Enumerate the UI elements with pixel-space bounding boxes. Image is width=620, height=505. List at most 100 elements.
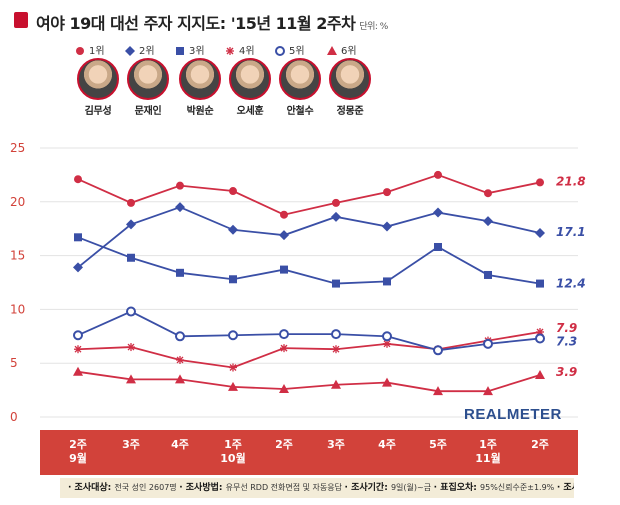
- candidate-card: 박원순: [176, 58, 224, 117]
- y-tick-label: 15: [10, 249, 25, 263]
- avatar: [229, 58, 271, 100]
- x-tick-label-line: 1주: [224, 438, 242, 451]
- x-tick-label: 3주: [111, 438, 151, 452]
- x-tick-label-line: 5주: [429, 438, 447, 451]
- marker-diamond: [331, 211, 341, 222]
- marker-diamond: [228, 224, 238, 235]
- legend-item: 3위: [174, 42, 205, 57]
- marker-circle: [332, 198, 340, 207]
- end-value-label: 21.8: [556, 174, 586, 188]
- marker-open-circle: [382, 331, 392, 342]
- footer-item: · 조사기관: 리얼미터: [557, 483, 574, 493]
- footer-item-label: · 조사방법:: [179, 483, 226, 493]
- candidate-name: 김무성: [84, 106, 112, 117]
- x-tick-label-line: 9월: [69, 452, 87, 465]
- marker-open-circle: [275, 46, 285, 56]
- legend-marker-square: [176, 47, 184, 55]
- x-tick-label-line: 2주: [69, 438, 87, 451]
- x-tick-label-line: 4주: [378, 438, 396, 451]
- marker-asterisk: [226, 47, 234, 55]
- x-tick-label-line: 3주: [122, 438, 140, 451]
- legend-marker-open-circle: [275, 46, 285, 56]
- marker-open-circle: [73, 330, 83, 341]
- series-line: [77, 173, 541, 216]
- marker-triangle: [279, 384, 289, 394]
- legend-label: 3위: [189, 46, 205, 57]
- series-line: [77, 310, 541, 352]
- marker-triangle: [382, 377, 392, 387]
- x-tick-label-line: 10월: [220, 452, 246, 465]
- end-value-label: 7.3: [556, 334, 577, 348]
- marker-asterisk-stroke: [383, 340, 391, 348]
- x-tick-label: 4주: [160, 438, 200, 452]
- marker-square: [176, 268, 184, 277]
- legend-item: 4위: [224, 42, 255, 57]
- marker-open-circle: [483, 338, 493, 349]
- marker-asterisk: [127, 343, 135, 352]
- series-안철수: 7.3: [73, 306, 577, 356]
- legend-marker-circle: [76, 47, 84, 55]
- title-accent: [14, 12, 28, 28]
- footer-item-value: 95%신뢰수준±1.9%: [480, 483, 555, 492]
- candidate-name: 안철수: [286, 106, 314, 117]
- marker-circle: [484, 189, 492, 198]
- candidate-card: 오세훈: [226, 58, 274, 117]
- survey-footer: · 조사대상: 전국 성인 2607명 · 조사방법: 유무선 RDD 전화면접…: [60, 478, 574, 498]
- legend-item: 1위: [74, 42, 105, 57]
- footer-item-value: 유무선 RDD 전화면접 및 자동응답: [225, 483, 342, 492]
- marker-asterisk-stroke: [229, 364, 237, 371]
- marker-circle: [383, 188, 391, 197]
- marker-square: [229, 275, 237, 284]
- marker-circle: [536, 178, 544, 187]
- legend-label: 5위: [289, 46, 305, 57]
- marker-square: [176, 47, 184, 55]
- marker-diamond: [73, 262, 83, 273]
- marker-triangle: [483, 386, 493, 396]
- x-tick-label-line: 11월: [475, 452, 501, 465]
- marker-asterisk-stroke: [332, 345, 340, 353]
- marker-square: [74, 233, 82, 242]
- marker-circle: [127, 198, 135, 207]
- marker-diamond: [483, 216, 493, 227]
- avatar: [329, 58, 371, 100]
- legend-label: 2위: [139, 46, 155, 57]
- marker-diamond: [535, 228, 545, 239]
- marker-triangle: [73, 366, 83, 376]
- candidate-card: 안철수: [276, 58, 324, 117]
- series-정몽준: 3.9: [73, 365, 577, 396]
- footer-item: · 조사대상: 전국 성인 2607명: [68, 483, 179, 493]
- marker-asterisk: [74, 345, 82, 354]
- legend-label: 4위: [239, 46, 255, 57]
- legend-item: 2위: [124, 42, 155, 57]
- marker-asterisk-stroke: [127, 343, 135, 351]
- y-tick-label: 5: [10, 356, 18, 370]
- x-tick-label-line: 3주: [327, 438, 345, 451]
- series-오세훈: 7.9: [74, 321, 577, 372]
- end-value-label: 7.9: [556, 321, 577, 335]
- footer-item-label: · 조사기간:: [344, 483, 391, 493]
- marker-asterisk-stroke: [226, 47, 234, 55]
- avatar: [127, 58, 169, 100]
- marker-square: [332, 279, 340, 288]
- candidate-name: 박원순: [186, 106, 214, 117]
- footer-item-value: 9일(월)~금: [390, 483, 432, 492]
- marker-open-circle: [331, 329, 341, 340]
- marker-triangle: [331, 379, 341, 389]
- marker-triangle: [327, 46, 337, 55]
- x-tick-label-line: 2주: [275, 438, 293, 451]
- marker-circle: [74, 175, 82, 184]
- marker-open-circle: [279, 329, 289, 340]
- x-tick-label-line: 1주: [479, 438, 497, 451]
- footer-item: · 표집오차: 95%신뢰수준±1.9%: [433, 483, 557, 493]
- legend-marker-diamond: [125, 46, 135, 56]
- footer-item-label: · 표집오차:: [433, 483, 481, 493]
- footer-item-value: 전국 성인 2607명: [114, 483, 177, 492]
- marker-triangle: [228, 381, 238, 391]
- marker-triangle: [126, 374, 136, 384]
- footer-item: · 조사기간: 9일(월)~금: [344, 483, 434, 493]
- marker-triangle: [433, 386, 443, 396]
- footer-item-label: · 조사대상:: [68, 483, 115, 493]
- marker-open-circle: [175, 331, 185, 342]
- marker-open-circle: [535, 333, 545, 344]
